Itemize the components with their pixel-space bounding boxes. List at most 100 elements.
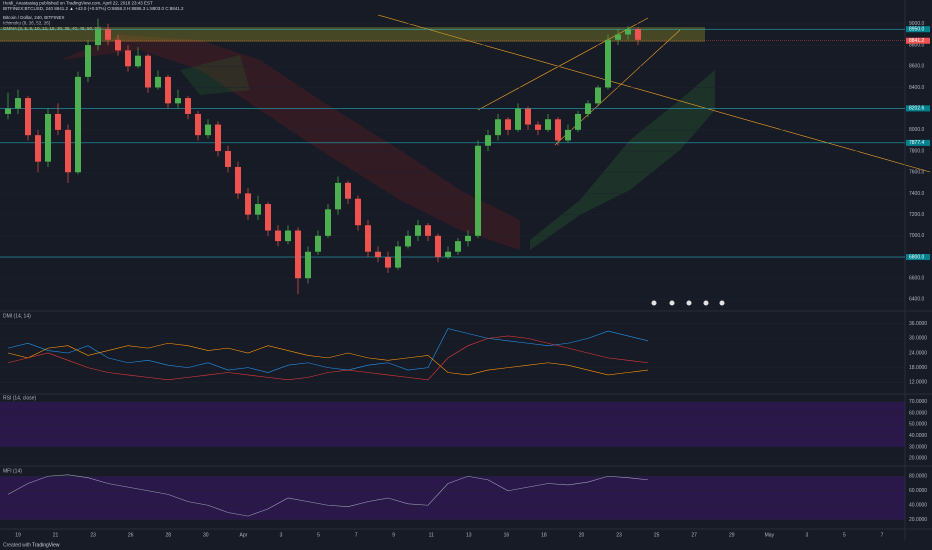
last-price-tag [906, 37, 930, 44]
x-tick-label: 3 [280, 532, 283, 538]
indicator-label: Ichimoku (9, 26, 52, 26) [3, 21, 51, 26]
event-icons [651, 300, 725, 306]
level-label: 8950.0 [909, 27, 925, 33]
y-tick-label: 12.0000 [909, 380, 927, 386]
candle-body [295, 230, 301, 279]
publisher: Heidi_Anastasiag published on TradingVie… [3, 1, 153, 6]
candle-body [315, 235, 321, 252]
x-tick-label: 16 [504, 532, 510, 538]
y-tick-label: 24.0000 [909, 350, 927, 356]
candle-body [45, 113, 51, 162]
y-tick-label: 7000.0 [909, 233, 925, 239]
y-tick-label: 7200.0 [909, 212, 925, 218]
x-tick-label: 27 [691, 532, 697, 538]
candle-body [605, 39, 611, 88]
y-tick-label: 7400.0 [909, 191, 925, 197]
candle-body [455, 241, 461, 252]
pane-label: MFI (14) [3, 468, 22, 474]
x-tick-label: 25 [654, 532, 660, 538]
candle-body [105, 29, 111, 40]
y-tick-label: 60.0000 [909, 488, 927, 494]
y-tick-label: 40.0000 [909, 433, 927, 439]
candle-body [175, 98, 181, 104]
y-tick-label: 80.0000 [909, 474, 927, 480]
candle-body [155, 76, 161, 88]
x-tick-label: 29 [729, 532, 735, 538]
last-price-label: 8841.2 [909, 38, 925, 44]
candle-body [275, 230, 281, 242]
x-tick-label: 9 [392, 532, 395, 538]
pane-band [0, 476, 905, 520]
x-tick-label: 5 [843, 532, 846, 538]
cloud [60, 35, 520, 250]
x-tick-label: 13 [466, 532, 472, 538]
candle-body [195, 113, 201, 136]
candle-body [625, 29, 631, 35]
x-tick-label: 19 [15, 532, 21, 538]
footer-brand: TradingView [32, 542, 60, 548]
cloud [180, 55, 250, 95]
y-tick-label: 60.0000 [909, 410, 927, 416]
candle-body [395, 246, 401, 268]
candle-body [265, 204, 271, 231]
footer-created: Created with [3, 542, 31, 548]
level-tag [906, 105, 930, 112]
x-tick-label: 28 [165, 532, 171, 538]
x-tick-label: 23 [90, 532, 96, 538]
candle-body [305, 251, 311, 279]
candle-body [505, 119, 511, 130]
candle-body [125, 50, 131, 67]
candle-body [145, 55, 151, 88]
level-tag [906, 26, 930, 33]
candle-body [435, 235, 441, 258]
x-tick-label: 21 [53, 532, 59, 538]
y-tick-label: 40.0000 [909, 503, 927, 509]
candle-body [495, 119, 501, 136]
y-tick-label: 36.0000 [909, 321, 927, 327]
y-tick-label: 9000.0 [909, 21, 925, 27]
candle-body [25, 98, 31, 136]
candle-body [95, 29, 101, 46]
level-label: 8202.6 [909, 106, 925, 112]
x-tick-label: 11 [429, 532, 434, 538]
candle-body [65, 129, 71, 173]
candle-body [415, 225, 421, 236]
candle-body [355, 198, 361, 226]
level-label: 6800.0 [909, 254, 925, 260]
candle-body [535, 124, 541, 130]
level-label: 7877.4 [909, 140, 925, 146]
pane-label: RSI (14, close) [3, 395, 36, 401]
candle-body [135, 55, 141, 67]
candle-body [55, 113, 61, 130]
chart-title: Bitcoin / Dollar, 240, BITFINEX [3, 15, 65, 20]
candle-body [365, 225, 371, 252]
candle-body [245, 193, 251, 215]
pane-label: DMI (14, 14) [3, 313, 31, 319]
candle-body [475, 145, 481, 236]
zone [0, 27, 705, 42]
y-tick-label: 8000.0 [909, 127, 925, 133]
y-tick-label: 18.0000 [909, 365, 927, 371]
x-tick-label: 3 [805, 532, 808, 538]
candle-body [575, 113, 581, 130]
x-tick-label: 7 [355, 532, 358, 538]
y-tick-label: 8600.0 [909, 64, 925, 70]
candle-body [515, 108, 521, 130]
candle-body [555, 119, 561, 141]
y-tick-label: 7600.0 [909, 170, 925, 176]
x-tick-label: 5 [317, 532, 320, 538]
candle-body [335, 182, 341, 210]
x-tick-label: May [765, 532, 775, 538]
candle-body [205, 124, 211, 136]
indicator-line [7, 335, 649, 381]
candle-body [325, 209, 331, 236]
candle-body [75, 76, 81, 173]
x-tick-label: 7 [881, 532, 884, 538]
candle-body [35, 135, 41, 162]
candle-body [215, 124, 221, 152]
x-tick-label: 30 [203, 532, 209, 538]
y-tick-label: 8400.0 [909, 85, 925, 91]
candle-body [15, 98, 21, 109]
y-tick-label: 20.0000 [909, 517, 927, 523]
